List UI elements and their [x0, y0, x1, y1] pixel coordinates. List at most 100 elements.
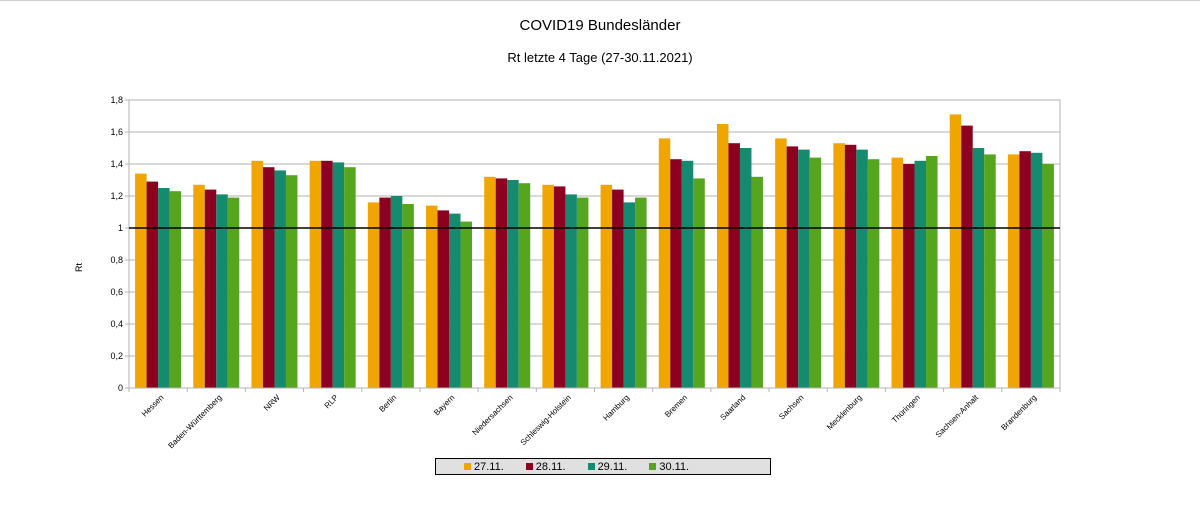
- bar-2711-1: [193, 184, 205, 388]
- bar-2911-9: [681, 160, 694, 388]
- bar-2711-3: [309, 160, 322, 388]
- bar-2711-6: [484, 176, 496, 388]
- bar-2711-15: [1007, 154, 1020, 388]
- bar-2911-11: [798, 149, 810, 388]
- legend-label: 30.11.: [659, 460, 690, 473]
- bar-2811-15: [1019, 151, 1031, 388]
- x-tick-label: Sachsen-Anhalt: [934, 393, 981, 440]
- bar-2811-5: [437, 210, 450, 388]
- bar-3011-4: [402, 204, 414, 388]
- bar-2711-8: [600, 184, 613, 388]
- legend-swatch: [525, 463, 533, 470]
- bar-2811-1: [204, 189, 217, 388]
- bar-2911-0: [158, 188, 170, 388]
- legend-item: 30.11.: [649, 461, 689, 473]
- bar-3011-5: [460, 221, 473, 388]
- bar-2811-7: [553, 186, 566, 388]
- bar-3011-10: [751, 176, 763, 388]
- bar-2911-10: [739, 148, 752, 388]
- bar-2811-14: [961, 125, 973, 388]
- bar-2711-9: [658, 138, 671, 388]
- x-tick-label: Brandenburg: [999, 393, 1038, 432]
- x-tick-label: Bayern: [432, 393, 456, 417]
- bar-2911-15: [1030, 152, 1043, 388]
- bar-2911-2: [274, 170, 286, 388]
- bar-2811-4: [379, 197, 391, 388]
- legend-swatch: [587, 463, 595, 470]
- bar-3011-9: [693, 178, 705, 388]
- y-tick-label: 0,6: [110, 287, 123, 297]
- bar-2711-14: [949, 114, 962, 389]
- x-tick-label: Saarland: [718, 393, 747, 422]
- bar-2711-12: [833, 143, 845, 388]
- y-tick-label: 0,8: [110, 255, 123, 265]
- bar-3011-2: [285, 175, 298, 388]
- x-tick-label: Baden-Württemberg: [166, 393, 223, 450]
- x-tick-label: NRW: [262, 393, 282, 413]
- bar-2811-10: [728, 143, 740, 388]
- bar-2911-13: [914, 160, 927, 388]
- y-tick-label: 0,4: [110, 319, 123, 329]
- bar-2811-0: [146, 181, 159, 388]
- legend-swatch: [649, 463, 657, 470]
- bar-2811-2: [262, 167, 275, 388]
- x-tick-label: Schleswig-Holstein: [519, 393, 573, 447]
- bar-2911-6: [507, 180, 519, 388]
- bar-2711-13: [891, 157, 904, 388]
- legend: 27.11. 28.11. 29.11. 30.11.: [435, 458, 771, 475]
- y-tick-label: 1,2: [110, 191, 123, 201]
- x-tick-label: RLP: [323, 393, 340, 410]
- bar-2811-8: [612, 189, 624, 388]
- bar-2811-6: [495, 178, 508, 388]
- bar-3011-1: [227, 197, 240, 388]
- bar-3011-8: [635, 197, 647, 388]
- legend-label: 27.11.: [474, 460, 504, 473]
- top-border: [0, 0, 1200, 1]
- bar-2911-12: [856, 149, 868, 388]
- y-tick-label: 1,8: [110, 95, 123, 105]
- legend-label: 28.11.: [535, 460, 566, 473]
- bar-2811-11: [786, 146, 799, 388]
- bar-2911-14: [972, 148, 985, 388]
- legend-swatch: [464, 463, 471, 470]
- bar-2711-0: [135, 173, 147, 388]
- bar-2911-3: [332, 162, 345, 388]
- bar-2711-4: [367, 202, 380, 388]
- y-tick-label: 1,6: [110, 127, 123, 137]
- legend-label: 29.11.: [597, 460, 628, 473]
- bar-2911-4: [390, 196, 403, 388]
- y-tick-label: 0: [118, 383, 123, 393]
- x-tick-label: Niedersachsen: [471, 393, 515, 437]
- bar-3011-6: [518, 183, 531, 388]
- bar-3011-7: [576, 197, 589, 388]
- x-tick-label: Mecklenburg: [825, 393, 864, 432]
- x-tick-label: Berlin: [377, 393, 398, 414]
- bar-2911-1: [216, 194, 228, 388]
- bar-3011-11: [809, 157, 822, 388]
- x-tick-label: Hessen: [140, 393, 166, 419]
- bar-3011-15: [1042, 164, 1054, 388]
- y-tick-label: 1,4: [110, 159, 123, 169]
- x-tick-label: Bremen: [663, 393, 689, 419]
- bar-3011-3: [344, 167, 356, 388]
- chart-subtitle: Rt letzte 4 Tage (27-30.11.2021): [507, 50, 693, 65]
- y-tick-label: 0,2: [110, 351, 123, 361]
- y-tick-label: 1: [118, 223, 123, 233]
- bar-2711-7: [542, 184, 554, 388]
- bar-3011-13: [926, 156, 938, 388]
- chart-title: COVID19 Bundesländer: [519, 17, 681, 34]
- legend-item: 29.11.: [587, 460, 628, 473]
- legend-item: 28.11.: [525, 460, 566, 473]
- bar-2711-5: [426, 205, 438, 388]
- bar-2811-12: [844, 144, 857, 388]
- bar-2811-9: [670, 159, 682, 388]
- bar-3011-12: [867, 159, 880, 388]
- x-tick-label: Hamburg: [601, 393, 631, 423]
- bar-2911-8: [623, 202, 636, 388]
- bar-3011-0: [169, 191, 182, 388]
- bar-2711-2: [251, 160, 263, 388]
- x-tick-label: Thüringen: [890, 393, 922, 425]
- bar-2711-10: [716, 124, 729, 388]
- bar-3011-14: [984, 154, 996, 388]
